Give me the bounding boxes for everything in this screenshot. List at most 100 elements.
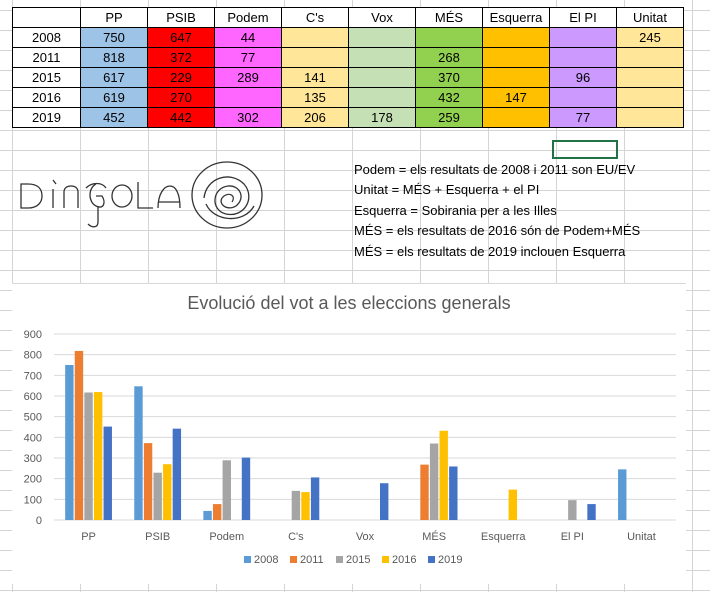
value-cell: 452 [80, 107, 148, 128]
value-cell [482, 47, 550, 68]
bar-2019 [310, 477, 320, 520]
value-cell: 245 [616, 27, 684, 48]
bar-2008 [203, 510, 212, 520]
table-row: 2015 617 229 289 141 370 96 [12, 67, 684, 88]
legend-swatch [382, 556, 389, 563]
bar-2016 [163, 464, 172, 520]
bar-2015 [568, 500, 577, 520]
value-cell: 619 [80, 87, 148, 108]
year-cell: 2011 [12, 47, 81, 68]
y-tick-label: 800 [24, 350, 42, 362]
value-cell: 289 [214, 67, 282, 88]
header-cell: PP [80, 7, 148, 28]
bar-chart: 0 100 200 300 400 500 600 700 800 900 PP PSIB Podem C… [24, 329, 676, 566]
header-cell: MÉS [415, 7, 483, 28]
year-cell: 2016 [12, 87, 81, 108]
legend-label: 2011 [300, 554, 324, 566]
x-tick-label: C's [288, 531, 304, 543]
bar-2011 [212, 504, 222, 520]
value-cell [482, 67, 550, 88]
value-cell [348, 47, 416, 68]
y-tick-label: 400 [24, 432, 42, 444]
bar-2008 [134, 386, 143, 520]
table-row: 2019 452 442 302 206 178 259 77 [12, 107, 684, 128]
value-cell [549, 87, 617, 108]
note-line: Unitat = MÉS + Esquerra + el PI [354, 182, 540, 198]
value-cell [482, 107, 550, 128]
header-cell: Unitat [616, 7, 684, 28]
value-cell [281, 27, 349, 48]
value-cell [214, 87, 282, 108]
bar-2011 [74, 350, 84, 520]
bar-2011 [420, 464, 429, 520]
value-cell: 206 [281, 107, 349, 128]
bar-2019 [449, 466, 458, 520]
value-cell [616, 47, 684, 68]
x-tick-label: Unitat [627, 531, 656, 543]
x-tick-label: El PI [561, 531, 584, 543]
selected-cell[interactable] [552, 140, 618, 159]
y-tick-label: 100 [24, 494, 42, 506]
value-cell: 44 [214, 27, 282, 48]
value-cell: 647 [147, 27, 215, 48]
table-row: 2016 619 270 135 432 147 [12, 87, 684, 108]
legend-label: 2016 [392, 554, 416, 566]
y-tick-label: 500 [24, 412, 42, 424]
value-cell: 147 [482, 87, 550, 108]
bar-2016 [439, 430, 448, 520]
value-cell: 750 [80, 27, 148, 48]
year-cell: 2019 [12, 107, 81, 128]
value-cell [549, 47, 617, 68]
note-line: MÉS = els resultats de 2016 són de Podem… [354, 223, 641, 239]
value-cell: 432 [415, 87, 483, 108]
note-line: Esquerra = Sobirania per a les Illes [354, 202, 557, 218]
bar-2008 [618, 469, 627, 520]
bar-2016 [93, 392, 103, 520]
header-cell: Esquerra [482, 7, 550, 28]
note-line: Podem = els resultats de 2008 i 2011 son… [354, 162, 636, 177]
value-cell: 77 [549, 107, 617, 128]
value-cell: 818 [80, 47, 148, 68]
header-cell: Vox [348, 7, 416, 28]
value-cell: 270 [147, 87, 215, 108]
legend-label: 2015 [346, 554, 370, 566]
x-tick-label: PSIB [145, 531, 170, 543]
bar-2016 [508, 489, 518, 520]
bar-2016 [301, 492, 310, 520]
value-cell: 372 [147, 47, 215, 68]
table-row: 2008 750 647 44 245 [12, 27, 684, 48]
value-cell [348, 87, 416, 108]
value-cell: 259 [415, 107, 483, 128]
chart-area[interactable]: Evolució del vot a les eleccions general… [12, 283, 686, 584]
x-tick-label: Podem [209, 531, 244, 543]
legend-swatch [290, 556, 297, 563]
value-cell: 370 [415, 67, 483, 88]
header-cell: El PI [549, 7, 617, 28]
value-cell: 141 [281, 67, 349, 88]
x-tick-label: PP [81, 531, 96, 543]
notes: Podem = els resultats de 2008 i 2011 son… [354, 160, 640, 262]
value-cell [348, 27, 416, 48]
bar-2019 [103, 426, 112, 520]
note-line: MÉS = els resultats de 2019 inclouen Esq… [354, 243, 626, 259]
legend-label: 2019 [438, 554, 462, 566]
dingola-logo [18, 158, 273, 233]
value-cell: 77 [214, 47, 282, 68]
bar-2015 [153, 472, 162, 520]
dingola-logo-graphic [20, 161, 263, 229]
value-cell: 617 [80, 67, 148, 88]
legend-label: 2008 [254, 554, 278, 566]
y-tick-label: 0 [36, 515, 42, 527]
value-cell [482, 27, 550, 48]
x-tick-label: Esquerra [481, 531, 527, 543]
y-tick-label: 200 [24, 474, 42, 486]
y-tick-label: 700 [24, 370, 42, 382]
header-row: PP PSIB Podem C's Vox MÉS Esquerra El PI Unitat [12, 7, 684, 28]
bar-2015 [291, 490, 301, 520]
legend-swatch [428, 556, 435, 563]
legend-swatch [244, 556, 251, 563]
header-cell: Podem [214, 7, 282, 28]
value-cell [348, 67, 416, 88]
value-cell: 268 [415, 47, 483, 68]
value-cell [616, 87, 684, 108]
